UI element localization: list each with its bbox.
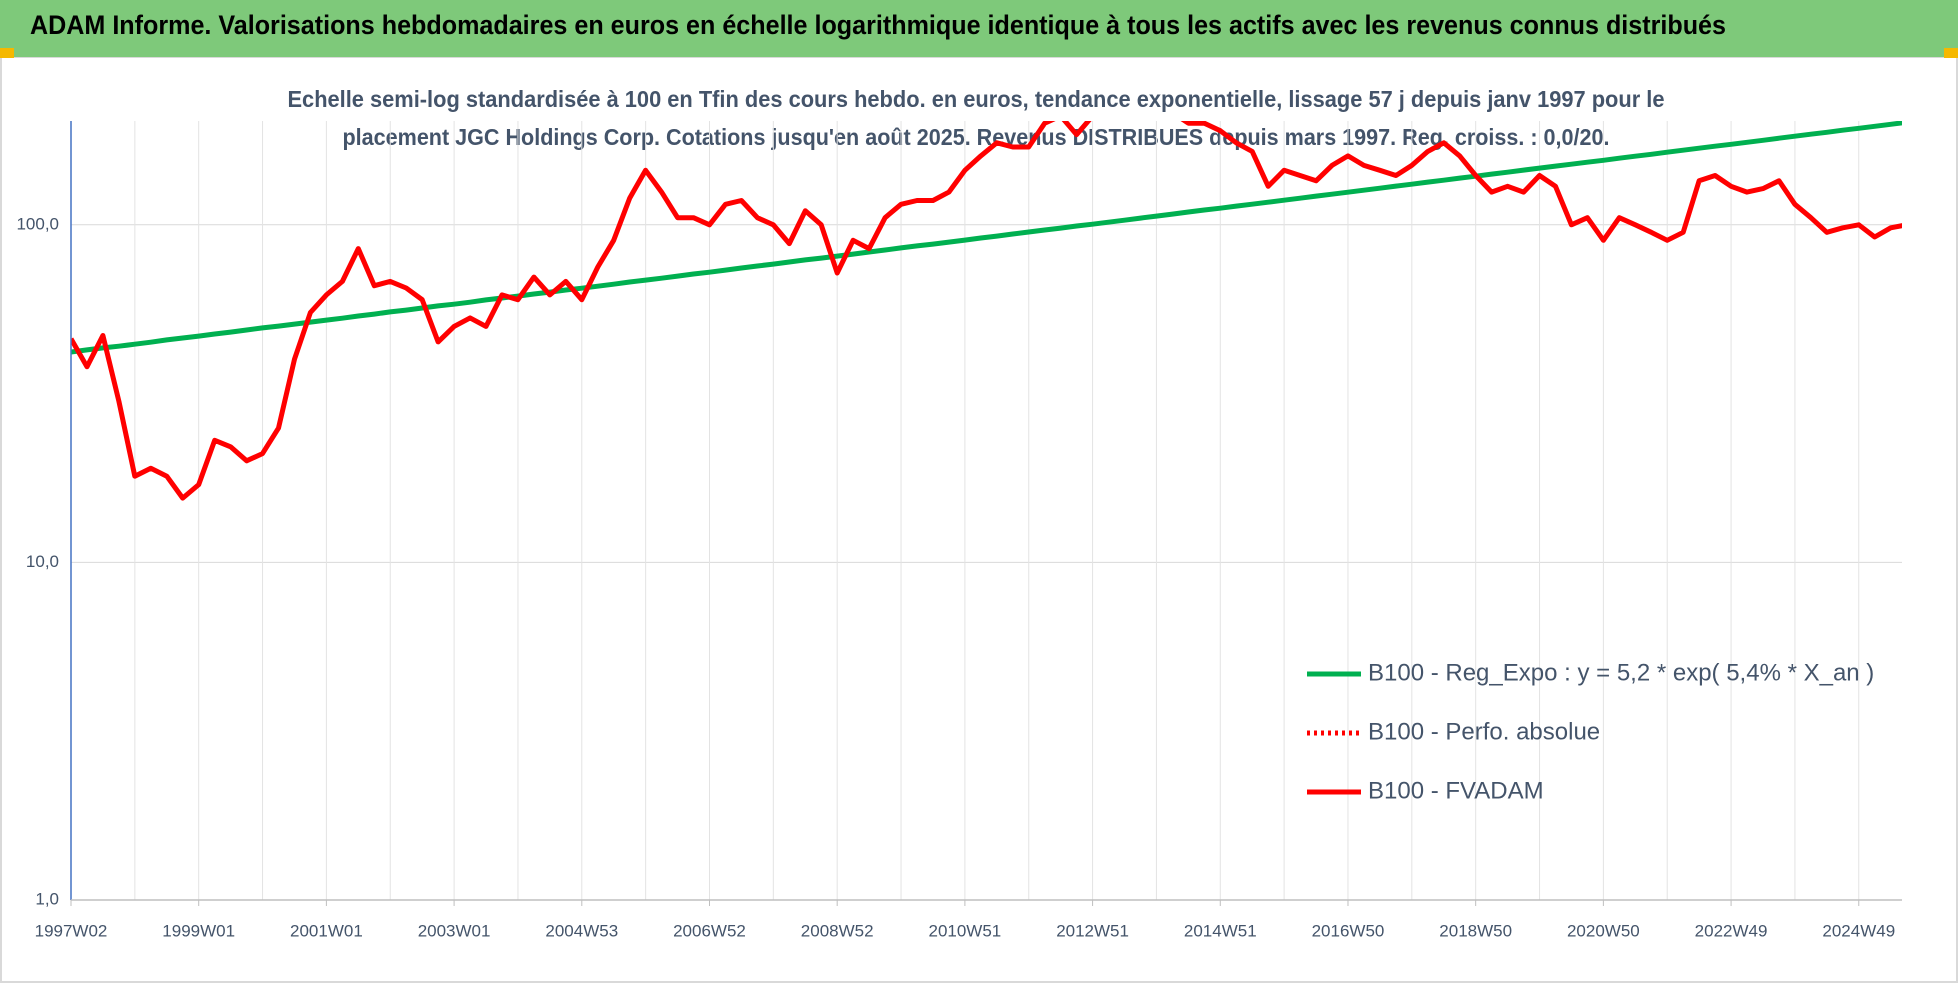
legend: B100 - Reg_Expo : y = 5,2 * exp( 5,4% * …	[1307, 659, 1874, 804]
y-tick-label: 100,0	[16, 214, 59, 233]
x-tick-label: 2014W51	[1184, 921, 1257, 940]
x-tick-label: 2018W50	[1439, 921, 1512, 940]
y-tick-label: 1,0	[35, 889, 59, 908]
legend-label: B100 - Perfo. absolue	[1368, 718, 1600, 745]
x-tick-label: 2012W51	[1056, 921, 1129, 940]
x-tick-label: 2016W50	[1312, 921, 1385, 940]
corner	[1944, 48, 1958, 58]
x-tick-label: 2001W01	[290, 921, 363, 940]
x-tick-label: 2010W51	[928, 921, 1001, 940]
x-tick-label: 2022W49	[1695, 921, 1768, 940]
chart-subtitle: placement JGC Holdings Corp. Cotations j…	[343, 124, 1610, 150]
corner	[0, 48, 14, 58]
chart-title: ADAM Informe. Valorisations hebdomadaire…	[30, 10, 1726, 40]
title-bar	[0, 0, 1958, 57]
x-tick-label: 2004W53	[545, 921, 618, 940]
legend-label: B100 - FVADAM	[1368, 777, 1544, 804]
x-tick-label: 2024W49	[1822, 921, 1895, 940]
x-tick-label: 2006W52	[673, 921, 746, 940]
series-line	[71, 121, 1902, 355]
grid: 1,0 10,0 100,0 1997W02 1999W01 2001W01 2003W01…	[16, 121, 1902, 940]
series-line	[71, 121, 1902, 501]
chart-subtitle: Echelle semi-log standardisée à 100 en T…	[288, 86, 1665, 112]
x-tick-label: 2003W01	[418, 921, 491, 940]
x-tick-label: 2020W50	[1567, 921, 1640, 940]
x-tick-label: 1999W01	[162, 921, 235, 940]
x-tick-label: 2008W52	[801, 921, 874, 940]
y-tick-label: 10,0	[26, 552, 59, 571]
plot	[71, 121, 1902, 501]
x-tick-label: 1997W02	[35, 921, 108, 940]
legend-label: B100 - Reg_Expo : y = 5,2 * exp( 5,4% * …	[1368, 659, 1874, 686]
